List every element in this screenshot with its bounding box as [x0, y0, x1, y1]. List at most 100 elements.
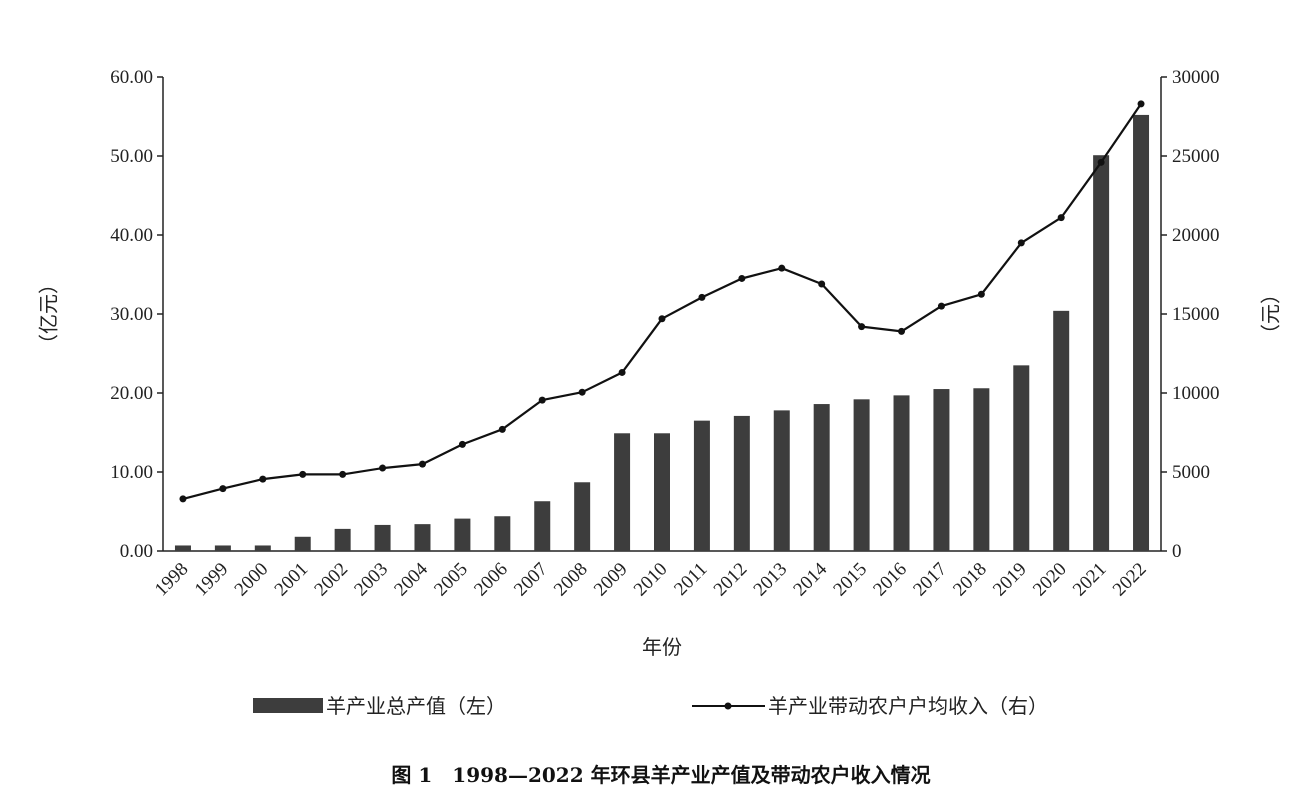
bar-2003	[374, 524, 391, 551]
line-point-2012	[738, 274, 746, 282]
bar-2015	[853, 399, 870, 551]
left-tick-label: 10.00	[110, 462, 153, 483]
line-point-2013	[778, 264, 786, 272]
bar-2021	[1093, 155, 1110, 551]
x-tick-label: 2010	[630, 559, 672, 601]
legend-line-label: 羊产业带动农户户均收入（右）	[768, 694, 1048, 718]
bar-2011	[693, 420, 710, 551]
line-point-2004	[418, 460, 426, 468]
x-tick-label: 2011	[670, 559, 711, 600]
right-tick-label: 0	[1172, 541, 1182, 562]
line-point-2014	[818, 280, 826, 288]
x-tick-label: 2003	[350, 559, 392, 601]
line-point-1998	[179, 495, 187, 503]
bar-series	[174, 114, 1150, 552]
bar-2002	[334, 528, 351, 551]
line-point-2016	[898, 327, 906, 335]
line-point-2017	[937, 302, 945, 310]
bar-1999	[214, 545, 231, 551]
line-point-2006	[498, 425, 506, 433]
bar-2019	[1013, 365, 1030, 551]
line-point-2007	[538, 396, 546, 404]
x-tick-label: 2016	[869, 559, 911, 601]
x-tick-label: 1998	[151, 559, 193, 601]
x-tick-label: 2009	[590, 559, 632, 601]
line-point-2003	[379, 464, 387, 472]
x-tick-label: 2020	[1029, 559, 1071, 601]
line-point-2018	[977, 290, 985, 298]
bar-2018	[973, 388, 990, 551]
bar-2008	[574, 482, 591, 551]
x-tick-label: 2008	[550, 559, 592, 601]
right-tick-label: 15000	[1172, 304, 1220, 325]
bar-2000	[254, 545, 271, 551]
left-axis-ticks: 0.00 10.00 20.00 30.00 40.00 50.00 60.00	[110, 67, 163, 562]
left-tick-label: 0.00	[120, 541, 153, 562]
bar-2009	[614, 433, 631, 551]
bar-1998	[174, 545, 191, 551]
bar-2016	[893, 395, 910, 551]
left-tick-label: 20.00	[110, 383, 153, 404]
x-tick-label: 2005	[430, 559, 472, 601]
x-tick-label: 2004	[390, 558, 432, 600]
line-point-2002	[339, 470, 347, 478]
right-tick-label: 5000	[1172, 462, 1210, 483]
bar-2013	[773, 410, 790, 551]
line-point-2011	[698, 293, 706, 301]
x-tick-label: 2013	[750, 559, 792, 601]
bar-2006	[494, 516, 511, 551]
line-point-2001	[299, 470, 307, 478]
line-point-2022	[1137, 100, 1145, 108]
x-tick-label: 2014	[789, 558, 831, 600]
bar-2014	[813, 404, 830, 551]
x-tick-label: 2017	[909, 559, 951, 601]
left-tick-label: 40.00	[110, 225, 153, 246]
left-axis-title: （亿元）	[37, 274, 61, 354]
right-tick-label: 30000	[1172, 67, 1220, 88]
x-tick-label: 2000	[231, 559, 273, 601]
right-axis-ticks: 0 5000 10000 15000 20000 25000 30000	[1161, 67, 1220, 562]
left-tick-label: 50.00	[110, 146, 153, 167]
x-tick-label: 2006	[470, 559, 512, 601]
bar-2005	[454, 518, 471, 551]
x-tick-label: 1999	[191, 559, 233, 601]
x-tick-label: 2007	[510, 559, 552, 601]
x-tick-label: 2019	[989, 559, 1031, 601]
right-tick-label: 25000	[1172, 146, 1220, 167]
bar-2010	[654, 433, 670, 551]
line-point-1999	[219, 485, 227, 493]
x-tick-label: 2012	[710, 559, 752, 601]
x-tick-label: 2021	[1069, 559, 1111, 601]
line-point-2000	[259, 475, 267, 483]
x-tick-label: 2018	[949, 559, 991, 601]
line-point-2021	[1097, 158, 1105, 166]
line-point-2015	[858, 323, 866, 331]
bar-2007	[534, 501, 551, 551]
line-point-2020	[1057, 214, 1065, 222]
line-point-2019	[1017, 239, 1025, 247]
left-tick-label: 30.00	[110, 304, 153, 325]
bar-2022	[1133, 114, 1150, 552]
x-tick-label: 2015	[829, 559, 871, 601]
x-tick-label: 2022	[1109, 559, 1151, 601]
bar-2017	[933, 389, 950, 551]
x-axis-title: 年份	[642, 635, 682, 659]
right-tick-label: 10000	[1172, 383, 1220, 404]
legend-bar-swatch	[253, 698, 323, 713]
bar-2001	[294, 536, 311, 551]
legend-bar-label: 羊产业总产值（左）	[326, 694, 506, 718]
left-tick-label: 60.00	[110, 67, 153, 88]
legend-line-marker	[724, 702, 732, 710]
legend: 羊产业总产值（左） 羊产业带动农户户均收入（右）	[253, 694, 1048, 718]
bar-2020	[1053, 310, 1070, 551]
figure-caption: 图 1 1998—2022 年环县羊产业产值及带动农户收入情况	[391, 763, 930, 787]
right-tick-label: 20000	[1172, 225, 1220, 246]
line-point-2010	[658, 315, 666, 323]
bar-2012	[733, 415, 750, 551]
bar-2004	[414, 524, 431, 551]
line-series	[179, 100, 1145, 503]
x-tick-label: 2002	[310, 559, 352, 601]
line-point-2009	[618, 368, 626, 376]
x-axis-ticks: 1998199920002001200220032004200520062007…	[151, 558, 1151, 600]
